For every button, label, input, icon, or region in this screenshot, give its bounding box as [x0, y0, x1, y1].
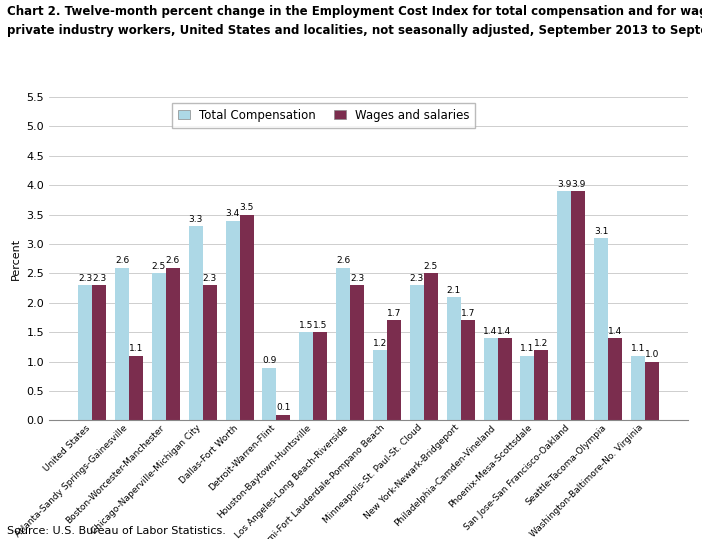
Bar: [313, 332, 327, 420]
Bar: [78, 285, 92, 420]
Text: 1.1: 1.1: [129, 344, 143, 354]
Bar: [424, 273, 438, 420]
Text: 3.3: 3.3: [189, 215, 203, 224]
Text: Chart 2. Twelve-month percent change in the Employment Cost Index for total comp: Chart 2. Twelve-month percent change in …: [7, 5, 702, 18]
Text: 2.6: 2.6: [115, 256, 129, 265]
Bar: [166, 267, 180, 420]
Legend: Total Compensation, Wages and salaries: Total Compensation, Wages and salaries: [172, 103, 475, 128]
Text: 2.3: 2.3: [350, 274, 364, 283]
Text: 0.9: 0.9: [263, 356, 277, 365]
Text: 1.7: 1.7: [387, 309, 401, 318]
Bar: [645, 362, 659, 420]
Text: 0.1: 0.1: [277, 403, 291, 412]
Text: 2.3: 2.3: [92, 274, 106, 283]
Text: 3.9: 3.9: [557, 179, 571, 189]
Bar: [277, 414, 291, 420]
Bar: [336, 267, 350, 420]
Bar: [446, 297, 461, 420]
Bar: [373, 350, 387, 420]
Bar: [115, 267, 129, 420]
Bar: [557, 191, 571, 420]
Text: 2.6: 2.6: [166, 256, 180, 265]
Bar: [520, 356, 534, 420]
Text: 1.4: 1.4: [484, 327, 498, 336]
Text: 2.3: 2.3: [203, 274, 217, 283]
Text: 3.1: 3.1: [594, 227, 608, 236]
Text: 3.9: 3.9: [571, 179, 585, 189]
Bar: [631, 356, 645, 420]
Bar: [498, 338, 512, 420]
Text: 2.3: 2.3: [410, 274, 424, 283]
Bar: [239, 215, 253, 420]
Text: 2.6: 2.6: [336, 256, 350, 265]
Text: 1.5: 1.5: [299, 321, 314, 330]
Text: 3.5: 3.5: [239, 203, 253, 212]
Bar: [263, 368, 277, 420]
Bar: [461, 321, 475, 420]
Text: 1.4: 1.4: [608, 327, 622, 336]
Bar: [189, 226, 203, 420]
Text: private industry workers, United States and localities, not seasonally adjusted,: private industry workers, United States …: [7, 24, 702, 37]
Bar: [299, 332, 313, 420]
Text: 1.2: 1.2: [373, 338, 387, 348]
Bar: [92, 285, 106, 420]
Text: 1.7: 1.7: [461, 309, 475, 318]
Y-axis label: Percent: Percent: [11, 238, 21, 280]
Text: Source: U.S. Bureau of Labor Statistics.: Source: U.S. Bureau of Labor Statistics.: [7, 526, 226, 536]
Bar: [387, 321, 401, 420]
Bar: [203, 285, 217, 420]
Bar: [571, 191, 585, 420]
Bar: [608, 338, 622, 420]
Text: 1.1: 1.1: [630, 344, 645, 354]
Bar: [129, 356, 143, 420]
Bar: [484, 338, 498, 420]
Text: 2.3: 2.3: [78, 274, 92, 283]
Bar: [350, 285, 364, 420]
Bar: [410, 285, 424, 420]
Text: 3.4: 3.4: [225, 209, 239, 218]
Text: 1.4: 1.4: [498, 327, 512, 336]
Bar: [152, 273, 166, 420]
Text: 1.5: 1.5: [313, 321, 327, 330]
Text: 1.1: 1.1: [520, 344, 534, 354]
Text: 2.5: 2.5: [424, 262, 438, 271]
Bar: [225, 220, 239, 420]
Text: 2.5: 2.5: [152, 262, 166, 271]
Text: 2.1: 2.1: [446, 286, 461, 295]
Bar: [594, 238, 608, 420]
Text: 1.0: 1.0: [644, 350, 659, 360]
Text: 1.2: 1.2: [534, 338, 548, 348]
Bar: [534, 350, 548, 420]
